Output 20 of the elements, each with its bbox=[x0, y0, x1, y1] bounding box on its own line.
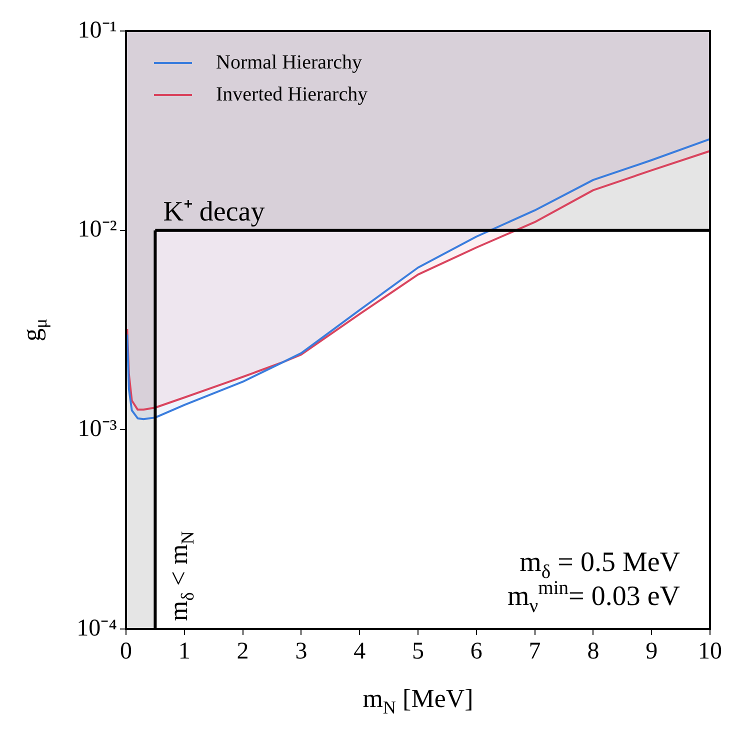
x-tick-label: 9 bbox=[646, 638, 658, 665]
y-axis-title: gμ bbox=[17, 318, 50, 342]
x-tick-label: 5 bbox=[412, 638, 424, 665]
ref-line-label: K⁺ decay bbox=[163, 196, 265, 228]
x-tick-label: 4 bbox=[354, 638, 366, 665]
x-tick-label: 0 bbox=[120, 638, 132, 665]
x-tick-label: 2 bbox=[236, 638, 249, 665]
x-tick-label: 10 bbox=[698, 638, 722, 665]
legend-label: Inverted Hierarchy bbox=[216, 83, 368, 106]
x-tick-label: 3 bbox=[295, 638, 308, 665]
y-tick-label: 10⁻³ bbox=[78, 416, 117, 442]
y-tick-label: 10⁻⁴ bbox=[76, 615, 117, 642]
x-tick-label: 7 bbox=[528, 638, 541, 665]
y-tick-label: 10⁻² bbox=[78, 216, 117, 243]
legend-label: Normal Hierarchy bbox=[216, 51, 362, 74]
x-tick-label: 8 bbox=[587, 638, 600, 665]
x-tick-label: 1 bbox=[178, 638, 190, 665]
x-tick-label: 6 bbox=[470, 638, 482, 665]
ref-line-label: mδ < mN bbox=[164, 531, 198, 621]
y-tick-label: 10⁻¹ bbox=[78, 17, 117, 44]
